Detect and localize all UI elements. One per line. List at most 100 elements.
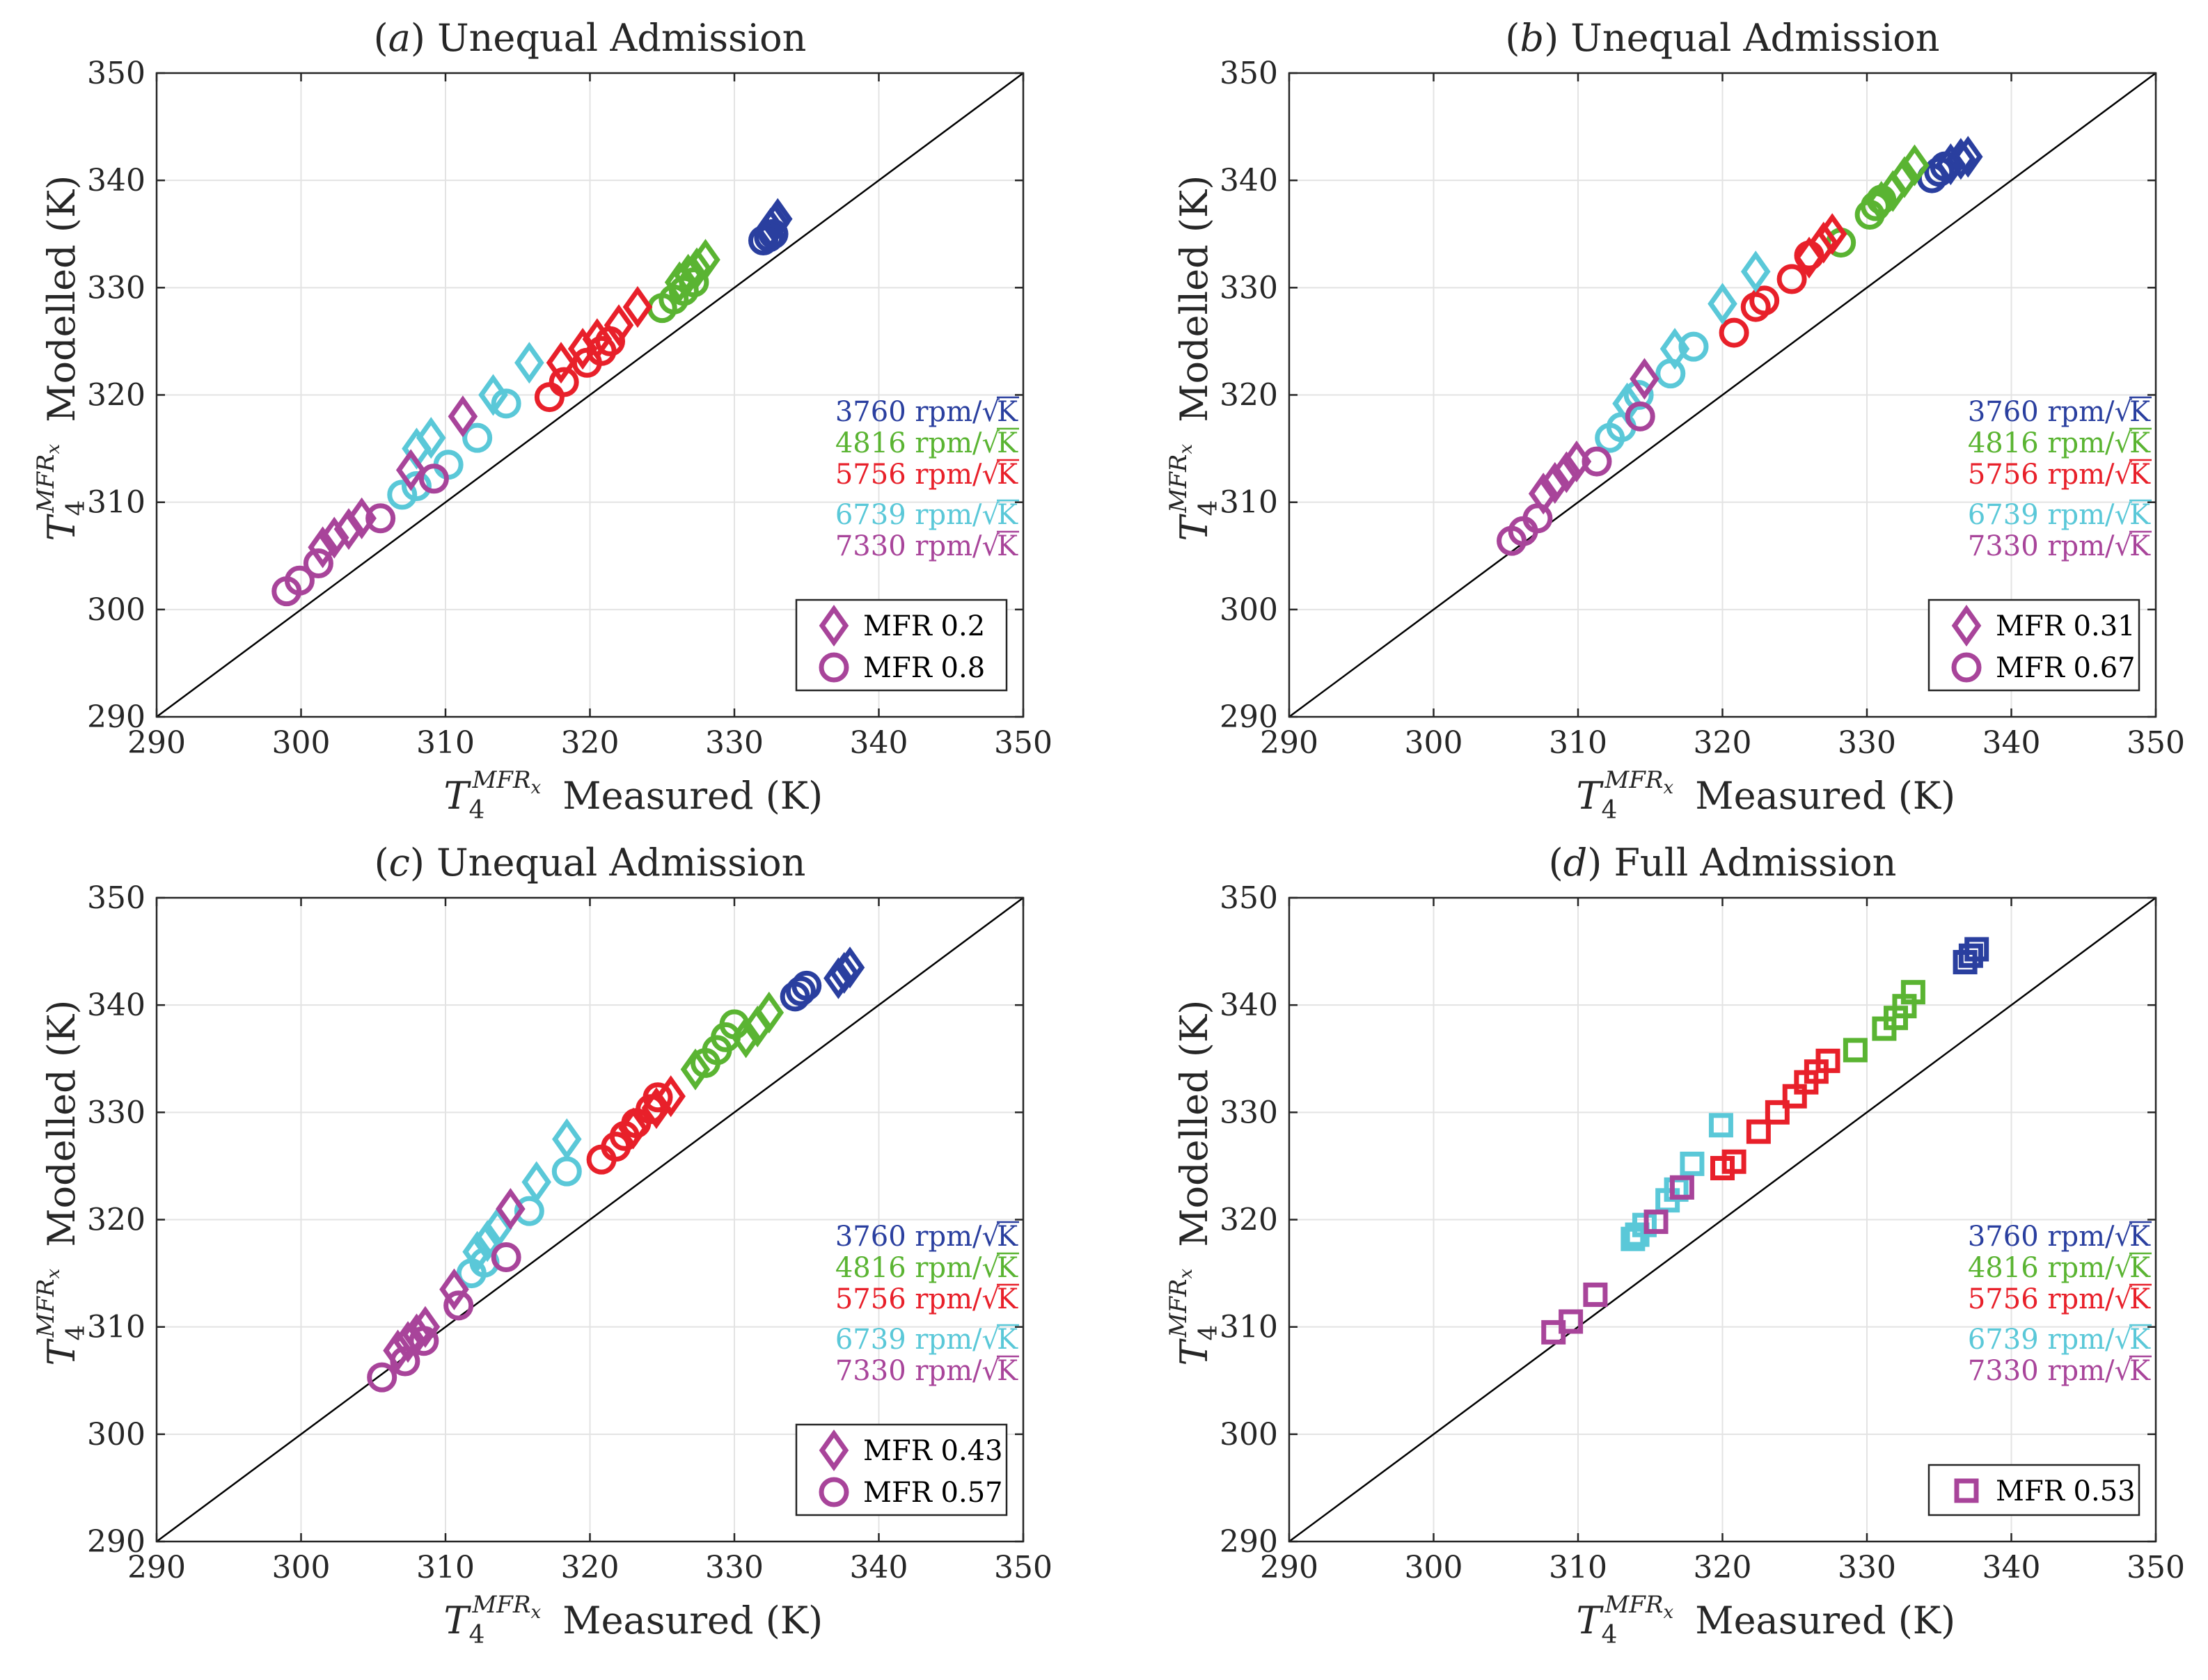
data-point xyxy=(390,1346,420,1377)
speed-unit: rpm/ xyxy=(915,530,982,562)
label-sub: 4 xyxy=(1602,1621,1618,1649)
x-tick-label: 310 xyxy=(1549,1550,1607,1585)
x-tick-label: 310 xyxy=(416,1550,475,1585)
y-axis-label: T4MFRx Modelled (K) xyxy=(1165,1000,1223,1366)
data-point xyxy=(835,946,865,989)
y-tick-label: 310 xyxy=(87,1310,145,1345)
label-text: Modelled (K) xyxy=(1172,175,1216,434)
series-4816-circle xyxy=(647,267,709,324)
x-tick-label: 300 xyxy=(272,1550,331,1585)
data-point xyxy=(1749,285,1780,316)
data-point xyxy=(1843,1038,1868,1063)
speed-unit: rpm/ xyxy=(915,1221,982,1253)
y-tick-label: 310 xyxy=(1220,485,1278,521)
sqrt-sign: √ xyxy=(2115,530,2133,562)
speed-root: K xyxy=(2129,427,2151,459)
speed-label-6739: 6739 rpm/√ xyxy=(1968,499,2133,531)
sqrt-sign: √ xyxy=(2115,396,2133,428)
y-tick-label: 320 xyxy=(1220,378,1278,413)
sqrt-sign: √ xyxy=(2115,1324,2133,1356)
sqrt-sign: √ xyxy=(982,396,1000,428)
x-axis-label: T4MFRx Measured (K) xyxy=(444,766,823,825)
data-point xyxy=(383,1329,413,1372)
label-sub: 4 xyxy=(1194,1325,1223,1341)
label-sup: MFR xyxy=(32,1279,60,1338)
sqrt-sign: √ xyxy=(982,1324,1000,1356)
y-tick-label: 310 xyxy=(1220,1310,1278,1345)
y-tick-label: 310 xyxy=(87,485,145,521)
x-tick-label: 320 xyxy=(561,725,620,761)
x-tick-label: 310 xyxy=(1549,725,1607,761)
x-tick-label: 320 xyxy=(561,1550,620,1585)
label-text: Measured (K) xyxy=(551,1599,823,1642)
data-point xyxy=(514,342,544,384)
data-point xyxy=(418,463,449,494)
label-sup-sub: x xyxy=(530,1602,541,1623)
data-point xyxy=(1583,1282,1608,1307)
title-text: ) Unequal Admission xyxy=(1544,16,1939,60)
series-6739-circle xyxy=(387,388,521,510)
speed-value: 4816 xyxy=(835,1252,915,1284)
y-tick-label: 340 xyxy=(1220,988,1278,1023)
title-letter: c xyxy=(389,841,410,885)
speed-value: 5756 xyxy=(1968,1283,2048,1315)
data-point xyxy=(762,198,793,240)
speed-label-3760: 3760 rpm/√ xyxy=(835,396,1000,428)
data-point xyxy=(491,388,521,419)
label-symbol: T xyxy=(1172,1338,1216,1366)
data-point xyxy=(1953,136,1983,178)
data-point xyxy=(551,1156,582,1187)
label-sup-sub: x xyxy=(530,777,541,798)
series-7330-circle xyxy=(1497,401,1655,556)
series-7330-circle xyxy=(367,1242,521,1393)
legend-marker-square xyxy=(1954,1478,1979,1503)
label-symbol: T xyxy=(1577,1599,1604,1642)
speed-value: 3760 xyxy=(1968,396,2048,428)
data-point xyxy=(1815,1048,1840,1073)
speed-unit: rpm/ xyxy=(915,427,982,459)
speed-value: 6739 xyxy=(835,499,915,531)
speed-root: K xyxy=(2129,499,2151,531)
label-sub: 4 xyxy=(62,1325,90,1341)
series-7330-circle xyxy=(271,463,449,607)
title-letter: d xyxy=(1563,841,1588,885)
y-tick-label: 320 xyxy=(1220,1203,1278,1238)
data-point xyxy=(1866,184,1897,215)
sqrt-sign: √ xyxy=(982,459,1000,491)
y-tick-label: 320 xyxy=(87,378,145,413)
data-point xyxy=(1776,264,1807,294)
speed-value: 3760 xyxy=(1968,1221,2048,1253)
label-sup: MFR xyxy=(1165,454,1192,514)
speed-unit: rpm/ xyxy=(915,1283,982,1315)
label-text: Modelled (K) xyxy=(40,1000,84,1259)
label-sup-sub: x xyxy=(1176,444,1197,454)
x-axis-label: T4MFRx Measured (K) xyxy=(1577,1591,1956,1649)
y-tick-label: 290 xyxy=(87,699,145,735)
speed-value: 6739 xyxy=(835,1324,915,1356)
label-sup-sub: x xyxy=(43,1269,64,1279)
data-point xyxy=(1528,473,1559,515)
speed-label-5756: 5756 rpm/√ xyxy=(835,1283,1000,1315)
data-point xyxy=(552,1118,582,1160)
label-text: Modelled (K) xyxy=(1172,1000,1216,1259)
y-tick-label: 350 xyxy=(1220,56,1278,91)
data-point xyxy=(1522,503,1553,534)
label-symbol: T xyxy=(444,1599,472,1642)
sqrt-sign: √ xyxy=(2115,459,2133,491)
data-point xyxy=(1669,1175,1694,1200)
data-point xyxy=(303,548,333,579)
legend: MFR 0.2 MFR 0.8 xyxy=(795,599,1008,692)
data-point xyxy=(758,219,789,249)
title-paren-open: ( xyxy=(1505,16,1520,60)
reference-line xyxy=(156,72,1024,718)
speed-root: K xyxy=(2129,1283,2151,1315)
speed-value: 5756 xyxy=(835,459,915,491)
speed-unit: rpm/ xyxy=(2047,1324,2115,1356)
label-sub: 4 xyxy=(469,796,485,825)
speed-label-6739: 6739 rpm/√ xyxy=(1968,1324,2133,1356)
data-point xyxy=(754,991,784,1034)
title-paren-open: ( xyxy=(374,16,388,60)
